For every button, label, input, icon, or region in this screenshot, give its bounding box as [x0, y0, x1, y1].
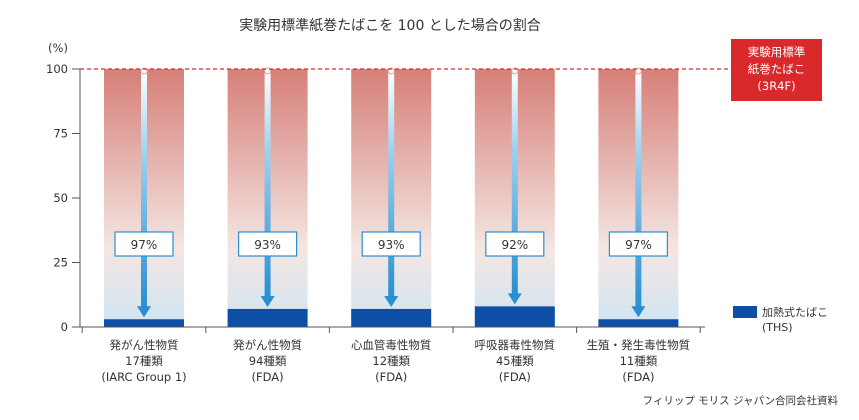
x-tick-label: 心血管毒性物質 [351, 338, 432, 352]
y-tick-label: 50 [53, 191, 68, 205]
bar-group: 93% [227, 67, 308, 327]
ths-bar [474, 306, 555, 327]
reduction-arrow-shaft [264, 71, 271, 297]
reduction-arrow-head [631, 306, 646, 318]
legend-label-sub: (THS) [762, 321, 793, 334]
x-tick-label: 45種類 [496, 354, 534, 368]
y-tick-label: 0 [61, 320, 68, 334]
legend: 加熱式たばこ (THS) [733, 306, 828, 334]
x-tick-label: 発がん性物質 [110, 338, 179, 352]
x-tick-label: 12種類 [372, 354, 410, 368]
bar-group: 93% [351, 67, 432, 327]
y-tick-label: 100 [46, 62, 68, 76]
y-tick-label: 25 [53, 256, 68, 270]
bar-group: 92% [474, 67, 555, 327]
bars: 97% 93% 93% 92% 97% [80, 67, 705, 333]
y-unit-label: (%) [48, 41, 68, 55]
x-tick-label: 17種類 [125, 354, 163, 368]
reduction-arrow-shaft [388, 71, 395, 297]
x-tick-label: (FDA) [375, 370, 407, 384]
reduction-arrow-shaft [511, 71, 518, 295]
reference-label-box [731, 39, 822, 101]
ths-bar [227, 308, 308, 327]
x-tick-label: (IARC Group 1) [101, 370, 186, 384]
reference-label-line: (3R4F) [757, 79, 795, 93]
category-labels: 発がん性物質 17種類 (IARC Group 1) 発がん性物質 94種類 (FDA) 心… [101, 338, 690, 384]
reduction-box [608, 231, 669, 257]
y-tick-label: 75 [53, 127, 68, 141]
reduction-label: 97% [625, 238, 652, 252]
legend-swatch-ths [733, 306, 757, 318]
reduction-arrow-head [137, 306, 151, 318]
reduction-box [114, 231, 174, 257]
reduction-box [361, 231, 421, 257]
reference-label-line: 実験用標準 [748, 45, 806, 59]
x-tick-label: (FDA) [499, 370, 531, 384]
reduction-label: 93% [378, 238, 405, 252]
reduction-arrow-head [260, 295, 275, 307]
source-note: フィリップ モリス ジャパン合同会社資料 [643, 394, 839, 407]
reduction-arrow-head [507, 293, 522, 305]
chart-title: 実験用標準紙巻たばこを 100 とした場合の割合 [239, 17, 541, 34]
reduction-label: 97% [131, 238, 158, 252]
reduction-label: 93% [254, 238, 281, 252]
x-tick-label: (FDA) [252, 370, 284, 384]
reduction-arrow-head [384, 295, 399, 307]
ths-bar [598, 319, 679, 327]
reduction-arrow-shaft [141, 71, 147, 308]
bar-group: 97% [598, 67, 679, 327]
reference-line-group: 実験用標準紙巻たばこ (3R4F) [80, 39, 822, 101]
bar-group: 97% [104, 67, 184, 327]
x-tick-label: 生殖・発生毒性物質 [587, 338, 691, 352]
x-tick-label: 呼吸器毒性物質 [475, 338, 556, 352]
reference-label-line: 紙巻たばこ [748, 62, 806, 76]
reduction-box [238, 231, 298, 257]
ths-bar [351, 308, 432, 327]
reduction-label: 92% [501, 238, 528, 252]
x-tick-label: 11種類 [620, 354, 658, 368]
legend-label: 加熱式たばこ [762, 306, 828, 319]
x-tick-label: (FDA) [622, 370, 654, 384]
x-tick-label: 94種類 [249, 354, 287, 368]
x-tick-label: 発がん性物質 [233, 338, 302, 352]
reduction-arrow-shaft [635, 71, 642, 308]
reduction-box [485, 231, 545, 257]
ths-bar [104, 319, 184, 327]
y-axis: 0 25 50 75 100 [46, 62, 81, 334]
